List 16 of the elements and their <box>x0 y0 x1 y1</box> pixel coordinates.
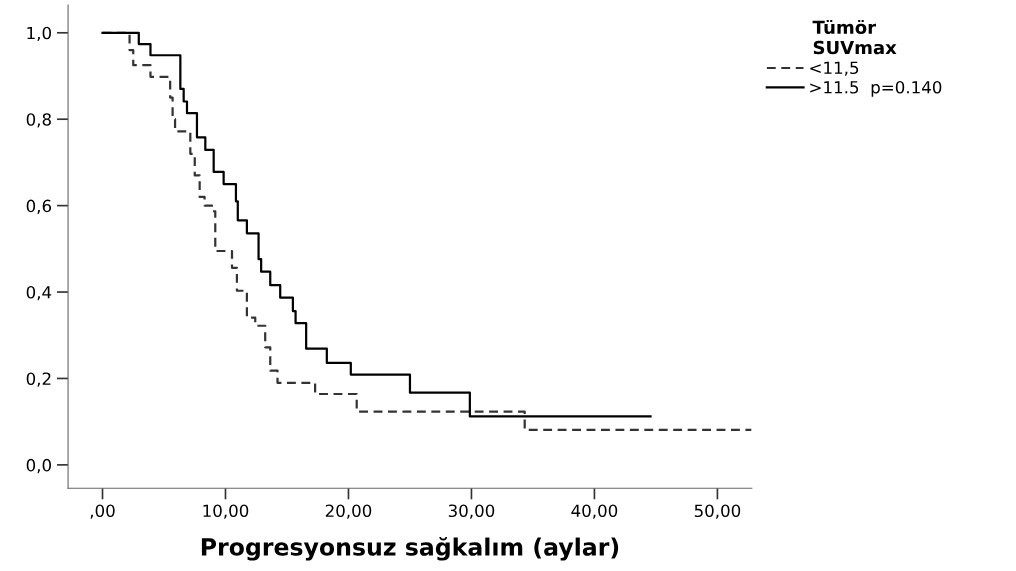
y-tick-label: 0,4 <box>26 286 52 301</box>
y-tick-label: 0,8 <box>26 113 51 128</box>
x-tick-label: 40,00 <box>571 504 618 519</box>
x-tick-label: 30,00 <box>448 504 495 519</box>
x-tick-label: 10,00 <box>203 504 249 519</box>
y-tick-label: 0,6 <box>26 199 52 214</box>
x-tick-label: ,00 <box>90 504 115 519</box>
legend-title: Tümör SUVmax <box>812 19 897 55</box>
x-tick-label: 20,00 <box>325 504 372 519</box>
x-axis-title: Progresyonsuz sağkalım (aylar) <box>201 536 619 561</box>
legend-label: <11,5 <box>810 61 859 76</box>
y-tick-label: 0,2 <box>26 372 51 387</box>
x-tick-label: 50,00 <box>694 504 741 519</box>
legend-label: >11.5 p=0.140 <box>810 80 942 97</box>
y-tick-label: 0,0 <box>26 458 51 474</box>
y-tick-label: 1,0 <box>27 26 51 42</box>
